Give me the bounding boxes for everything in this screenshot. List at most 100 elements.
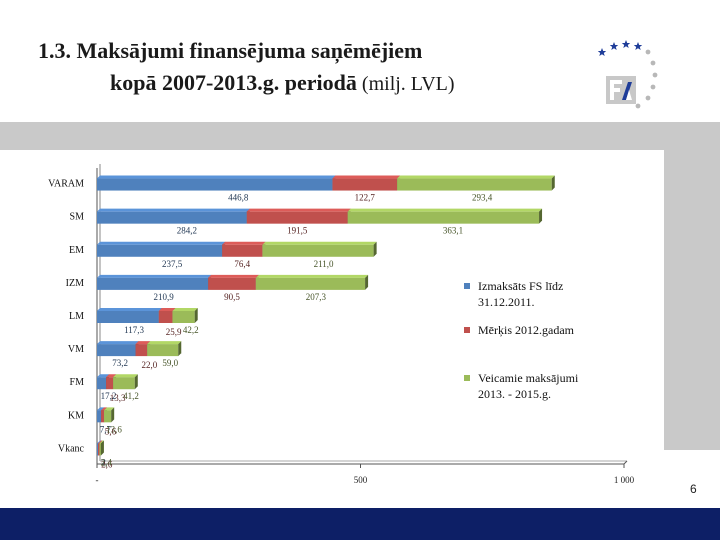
- bar-top-face: [222, 241, 266, 245]
- category-label: VARAM: [48, 179, 84, 190]
- data-label: 42,2: [183, 325, 199, 335]
- data-label: 211,0: [314, 259, 334, 269]
- bar-top-face: [135, 341, 151, 345]
- header-grey-band: [0, 122, 720, 150]
- bar-side-face: [365, 274, 369, 290]
- data-label: 59,0: [162, 358, 178, 368]
- bar-segment: [332, 178, 398, 191]
- bar-segment: [208, 277, 256, 290]
- bar-top-face: [98, 440, 103, 444]
- legend-label-cont: 2013. - 2015.g.: [478, 387, 551, 401]
- category-label: KM: [68, 410, 84, 421]
- bar-side-face: [194, 308, 198, 323]
- legend-swatch: [464, 327, 470, 333]
- bar-segment: [97, 410, 102, 423]
- bar-segment: [147, 344, 179, 357]
- bar-top-face: [255, 274, 369, 278]
- bar-side-face: [111, 407, 115, 423]
- data-label: 284,2: [177, 226, 197, 236]
- bar-segment: [97, 344, 136, 357]
- category-label: Vkanc: [58, 443, 85, 454]
- data-label: 2,4: [101, 457, 113, 467]
- bar-top-face: [97, 175, 336, 179]
- fm-letters-logo: [606, 76, 636, 104]
- side-grey-band: [664, 150, 720, 450]
- legend-label: Izmaksāts FS līdz: [478, 279, 563, 293]
- bar-segment: [97, 377, 107, 390]
- bar-segment: [97, 211, 247, 224]
- data-label: 5,6: [105, 426, 117, 436]
- bar-top-face: [172, 308, 198, 311]
- legend-swatch: [464, 283, 470, 289]
- bar-side-face: [100, 440, 104, 456]
- bar-top-face: [101, 407, 108, 411]
- legend-label: Veicamie maksājumi: [478, 371, 579, 385]
- bar-segment: [347, 211, 540, 224]
- chart-svg: - 500 1 000 VARAM 446,8 122,7 293,4 SM 284,2 191,…: [48, 164, 635, 485]
- bar-side-face: [134, 374, 138, 390]
- bar-top-face: [97, 241, 226, 245]
- category-label: SM: [70, 212, 85, 223]
- data-label: 122,7: [355, 193, 376, 203]
- bar-top-face: [97, 407, 105, 411]
- page-number: 6: [690, 482, 697, 496]
- bar-segment: [97, 178, 333, 191]
- bar-top-face: [113, 374, 138, 378]
- data-label: 293,4: [472, 193, 493, 203]
- data-label: 13,6: [106, 424, 122, 434]
- x-axis-corner: [623, 460, 628, 465]
- eu-stars-arc: [597, 40, 658, 109]
- bar-segment: [97, 443, 99, 456]
- legend-swatch: [464, 375, 470, 381]
- data-label: 2,6: [101, 459, 113, 469]
- title-line-1: 1.3. Maksājumi finansējuma saņēmējiem: [38, 38, 423, 63]
- bar-top-face: [97, 208, 250, 212]
- bar-top-face: [97, 341, 139, 345]
- bar-side-face: [539, 208, 543, 224]
- fm-logo: [597, 40, 658, 109]
- bar-side-face: [551, 175, 555, 191]
- bar-segment: [222, 244, 263, 257]
- bar-segment: [158, 311, 173, 323]
- data-label: 90,5: [224, 292, 240, 302]
- bar-segment: [113, 377, 135, 390]
- data-label: 73,2: [112, 358, 128, 368]
- data-label: 25,9: [166, 327, 182, 337]
- bar-top-face: [97, 274, 212, 278]
- bar-top-face: [99, 440, 104, 444]
- bar-segment: [98, 443, 100, 456]
- bar-top-face: [246, 208, 351, 212]
- bar-top-face: [97, 374, 110, 378]
- data-label: 207,3: [306, 292, 327, 302]
- bar-segment: [172, 311, 195, 323]
- x-tick-label: -: [96, 475, 99, 485]
- category-label: IZM: [66, 278, 84, 289]
- data-label: 117,3: [124, 325, 144, 335]
- bar-top-face: [262, 241, 377, 245]
- data-label: 446,8: [228, 193, 249, 203]
- data-label: 363,1: [443, 226, 463, 236]
- legend-label: Mērķis 2012.gadam: [478, 323, 575, 337]
- bar-segment: [135, 344, 148, 357]
- payments-chart: - 500 1 000 VARAM 446,8 122,7 293,4 SM 284,2 191,…: [40, 152, 664, 492]
- bar-top-face: [106, 374, 117, 378]
- x-tick-label: 1 000: [614, 475, 635, 485]
- bar-segment: [99, 443, 101, 456]
- category-label: VM: [68, 344, 84, 355]
- data-label: 17,2: [101, 391, 117, 401]
- data-label: 7,7: [100, 424, 112, 434]
- bar-top-face: [332, 175, 401, 179]
- bar-segment: [246, 211, 348, 224]
- data-label: 22,0: [141, 360, 157, 370]
- bar-top-face: [97, 308, 162, 311]
- bar-top-face: [397, 175, 555, 179]
- bar-segment: [106, 377, 114, 390]
- title-line-2-bold: kopā 2007-2013.g. periodā: [110, 70, 357, 95]
- title-line-2: kopā 2007-2013.g. periodā (milj. LVL): [110, 70, 455, 96]
- data-label: 237,5: [162, 259, 183, 269]
- bar-top-face: [208, 274, 259, 278]
- bar-segment: [104, 410, 112, 423]
- bar-top-face: [104, 407, 115, 411]
- bar-top-face: [147, 341, 182, 345]
- bar-segment: [97, 277, 209, 290]
